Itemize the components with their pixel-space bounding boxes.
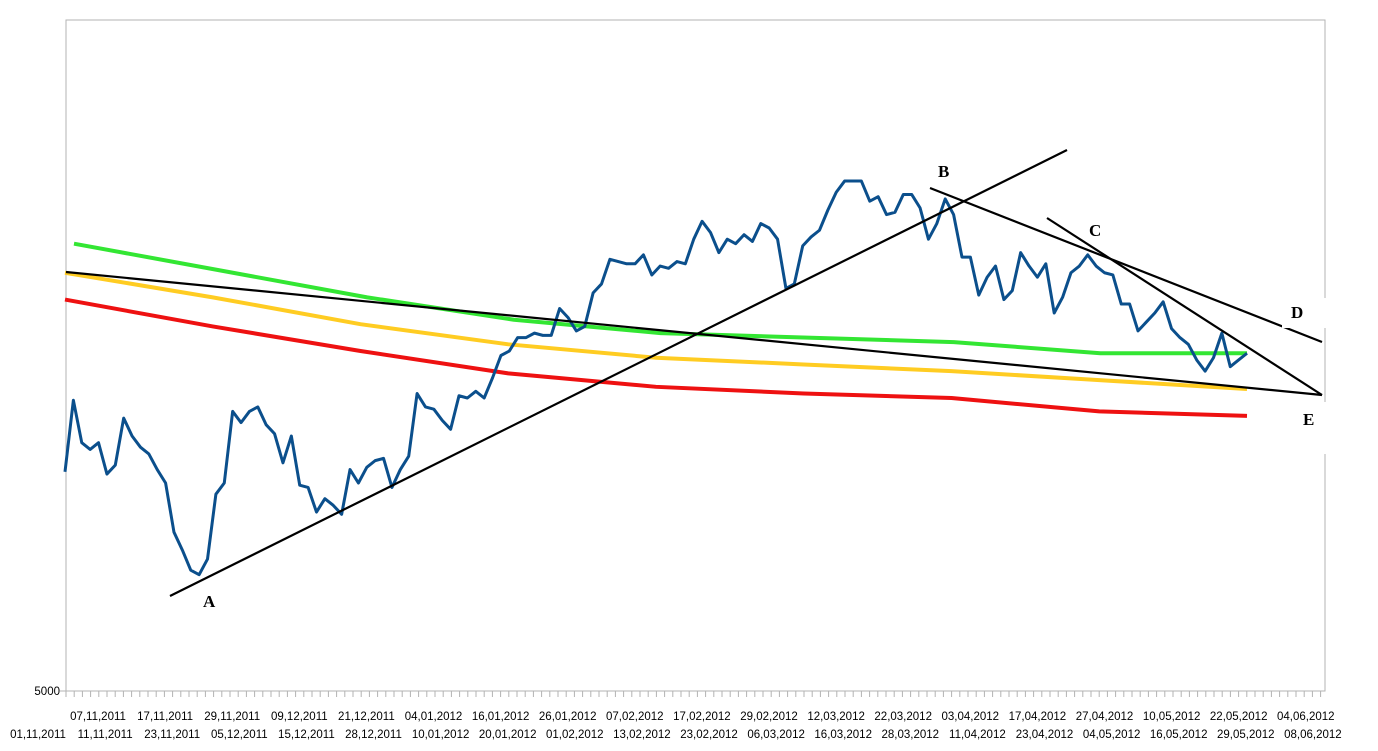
x-tick-label: 10,01,2012: [412, 729, 470, 741]
x-tick-label: 22,05,2012: [1210, 711, 1268, 723]
x-tick-label: 29,05,2012: [1217, 729, 1275, 741]
x-tick-label: 22,03,2012: [874, 711, 932, 723]
x-tick-label: 13,02,2012: [613, 729, 671, 741]
x-tick-label: 17,02,2012: [673, 711, 731, 723]
x-tick-label: 15,12,2011: [278, 729, 335, 741]
moving-average-line: [64, 270, 1248, 392]
x-tick-label: 20,01,2012: [479, 729, 537, 741]
x-tick-label: 23,04,2012: [1016, 729, 1074, 741]
x-tick-label: 04,01,2012: [405, 711, 463, 723]
moving-average-line: [73, 241, 1247, 356]
plot-frame: [65, 19, 1326, 692]
moving-average-line: [64, 297, 1248, 418]
x-tick-label: 08,06,2012: [1284, 729, 1342, 741]
price-line: [63, 179, 1248, 577]
x-tick-label: 16,01,2012: [472, 711, 530, 723]
trend-line: [169, 149, 1068, 597]
x-tick-label: 28,03,2012: [882, 729, 940, 741]
trend-line: [1046, 217, 1323, 396]
x-tick-label: 23,02,2012: [680, 729, 738, 741]
x-tick-label: 26,01,2012: [539, 711, 597, 723]
x-tick-label: 09,12,2011: [271, 711, 328, 723]
x-tick-label: 28,12,2011: [345, 729, 402, 741]
annotation-c: C: [1089, 221, 1101, 240]
x-tick-label: 16,03,2012: [814, 729, 872, 741]
x-tick-label: 07,11,2011: [70, 711, 126, 723]
x-tick-label: 16,05,2012: [1150, 729, 1208, 741]
annotation-e: E: [1303, 410, 1314, 429]
label-backdrop-e: [1290, 402, 1335, 454]
x-tick-label: 23,11,2011: [144, 729, 200, 741]
x-tick-label: 11,11,2011: [78, 729, 133, 741]
x-tick-label: 04,06,2012: [1277, 711, 1335, 723]
x-tick-label: 06,03,2012: [747, 729, 805, 741]
x-tick-label: 29,11,2011: [204, 711, 260, 723]
x-tick-label: 04,05,2012: [1083, 729, 1141, 741]
trend-line: [65, 270, 1323, 397]
x-tick-label: 17,11,2011: [137, 711, 193, 723]
trend-line: [929, 186, 1323, 344]
x-tick-label: 03,04,2012: [942, 711, 1000, 723]
x-tick-label: 27,04,2012: [1076, 711, 1134, 723]
annotation-d: D: [1291, 303, 1303, 322]
x-tick-label: 07,02,2012: [606, 711, 664, 723]
x-tick-label: 01,11,2011: [10, 729, 66, 741]
x-tick-label: 21,12,2011: [338, 711, 395, 723]
annotation-a: A: [203, 592, 216, 611]
x-tick-label: 05,12,2011: [211, 729, 268, 741]
x-tick-label: 17,04,2012: [1009, 711, 1067, 723]
label-backdrop-d: [1282, 298, 1332, 328]
x-tick-label: 11,04,2012: [949, 729, 1006, 741]
x-tick-label: 10,05,2012: [1143, 711, 1201, 723]
x-tick-label: 12,03,2012: [807, 711, 865, 723]
x-tick-label: 01,02,2012: [546, 729, 604, 741]
y-tick-label: 5000: [34, 686, 60, 698]
annotation-b: B: [938, 162, 949, 181]
x-tick-label: 29,02,2012: [740, 711, 798, 723]
